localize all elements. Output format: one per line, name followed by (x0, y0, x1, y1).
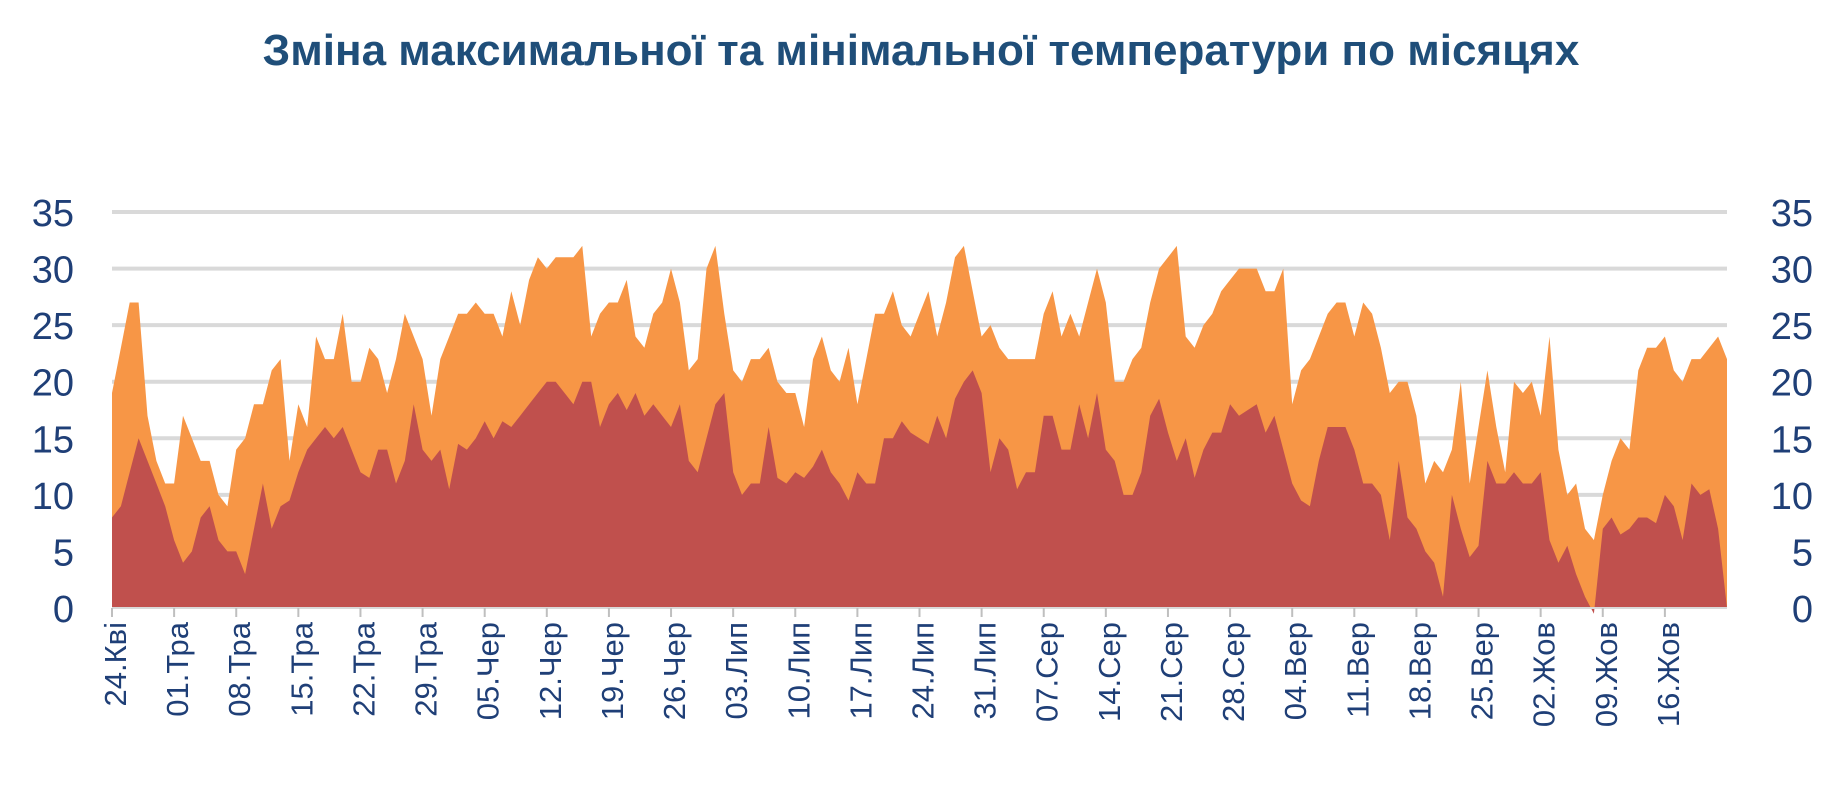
x-tick-label: 31.Лип (968, 622, 1003, 720)
y-axis-right: 0 5 10 15 20 25 30 35 (1771, 193, 1813, 631)
y-tick-label-right: 35 (1771, 193, 1813, 235)
x-tick-label: 24.Кві (98, 622, 133, 707)
x-tick-label: 18.Вер (1402, 622, 1437, 720)
x-tick-label: 26.Чер (657, 622, 692, 720)
y-tick-label-right: 20 (1771, 363, 1813, 405)
x-tick-label: 09.Жов (1589, 622, 1624, 727)
y-tick-label-left: 25 (32, 306, 74, 348)
y-tick-label-right: 30 (1771, 250, 1813, 292)
x-tick-label: 14.Сер (1092, 622, 1127, 722)
x-tick-label: 02.Жов (1527, 622, 1562, 727)
x-tick-label: 08.Тра (222, 621, 257, 717)
y-tick-label-right: 25 (1771, 306, 1813, 348)
x-tick-label: 10.Лип (781, 622, 816, 720)
y-tick-label-left: 15 (32, 419, 74, 461)
x-tick-label: 07.Сер (1030, 622, 1065, 722)
series-area-2 (112, 370, 1727, 614)
x-tick-label: 16.Жов (1651, 622, 1686, 727)
x-tick-label: 04.Вер (1278, 622, 1313, 720)
x-tick-label: 01.Тра (160, 621, 195, 717)
x-axis-labels: 24.Кві 01.Тра 08.Тра 15.Тра 22.Тра 29.Тра 05.Ч… (98, 621, 1686, 727)
x-tick-label: 11.Вер (1340, 622, 1375, 718)
y-tick-label-left: 5 (53, 532, 74, 574)
x-tick-label: 22.Тра (346, 621, 381, 717)
x-tick-label: 17.Лип (843, 622, 878, 720)
x-tick-label: 21.Сер (1154, 622, 1189, 722)
y-tick-label-left: 30 (32, 250, 74, 292)
x-tick-label: 05.Чер (471, 622, 506, 720)
chart-title: Зміна максимальної та мінімальної темпер… (262, 26, 1580, 75)
y-tick-label-right: 15 (1771, 419, 1813, 461)
y-tick-label-right: 5 (1792, 532, 1813, 574)
y-tick-label-right: 10 (1771, 476, 1813, 518)
y-axis-left: 0 5 10 15 20 25 30 35 (32, 193, 74, 631)
x-tick-label: 03.Лип (719, 622, 754, 720)
y-tick-label-right: 0 (1792, 589, 1813, 631)
x-tick-label: 19.Чер (595, 622, 630, 720)
y-tick-label-left: 10 (32, 476, 74, 518)
y-tick-label-left: 0 (53, 589, 74, 631)
x-tick-label: 29.Тра (409, 621, 444, 717)
y-tick-label-left: 20 (32, 363, 74, 405)
x-axis (111, 607, 1727, 617)
x-tick-label: 15.Тра (284, 621, 319, 717)
series-areas (112, 245, 1727, 614)
y-tick-label-left: 35 (32, 193, 74, 235)
x-tick-label: 24.Лип (906, 622, 941, 720)
x-tick-label: 25.Вер (1465, 622, 1500, 720)
x-tick-label: 28.Сер (1216, 622, 1251, 722)
x-tick-label: 12.Чер (533, 622, 568, 720)
